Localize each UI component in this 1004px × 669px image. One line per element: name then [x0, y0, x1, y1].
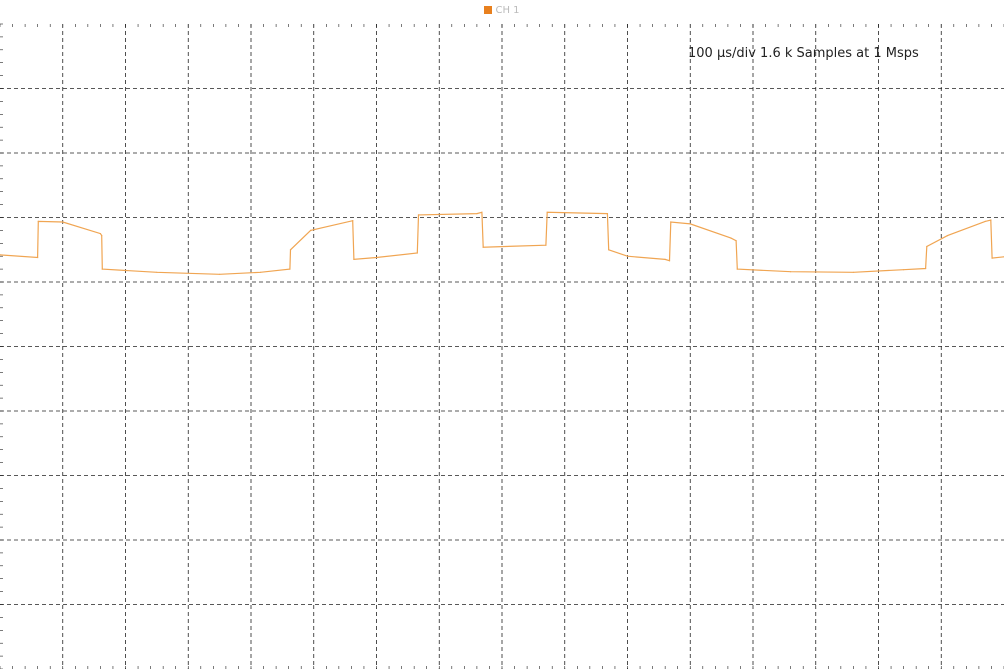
data-point — [546, 211, 548, 213]
data-point — [482, 246, 484, 248]
data-point — [689, 223, 691, 225]
data-point — [289, 268, 291, 270]
legend-label-ch1: CH 1 — [495, 4, 520, 16]
data-point — [946, 235, 949, 237]
acquisition-settings-label: 100 µs/div 1.6 k Samples at 1 Msps — [688, 46, 919, 61]
data-point — [903, 269, 905, 271]
data-point — [219, 273, 221, 275]
data-point — [352, 220, 354, 222]
trace-points — [0, 211, 1004, 275]
data-point — [736, 268, 738, 270]
data-point — [735, 240, 737, 242]
data-point — [0, 254, 1, 256]
data-point — [991, 257, 993, 259]
legend: CH 1 — [0, 2, 1004, 18]
data-point — [545, 244, 547, 246]
grid-lines — [0, 24, 1004, 669]
legend-swatch-ch1 — [484, 6, 493, 14]
data-point — [375, 256, 378, 259]
data-point — [417, 214, 420, 216]
data-point — [670, 221, 672, 223]
data-point — [289, 249, 292, 251]
data-point — [101, 235, 103, 237]
data-point — [990, 219, 992, 221]
data-point — [481, 211, 483, 213]
data-point — [730, 237, 732, 239]
data-point — [668, 260, 671, 262]
data-point — [664, 258, 666, 260]
data-point — [476, 213, 478, 215]
data-point — [626, 255, 629, 257]
data-point — [608, 249, 610, 251]
data-point — [416, 252, 418, 254]
data-point — [852, 271, 855, 273]
data-point — [99, 233, 101, 235]
data-point — [310, 229, 312, 231]
data-point — [37, 256, 39, 259]
data-point — [926, 245, 928, 248]
data-point — [984, 220, 986, 222]
data-point — [156, 271, 158, 273]
data-point — [62, 221, 64, 223]
data-point — [790, 271, 792, 273]
data-point — [353, 258, 355, 260]
data-point — [259, 271, 261, 273]
data-point — [925, 267, 927, 270]
data-point — [37, 220, 39, 222]
data-point — [606, 213, 609, 215]
data-point — [101, 268, 103, 270]
